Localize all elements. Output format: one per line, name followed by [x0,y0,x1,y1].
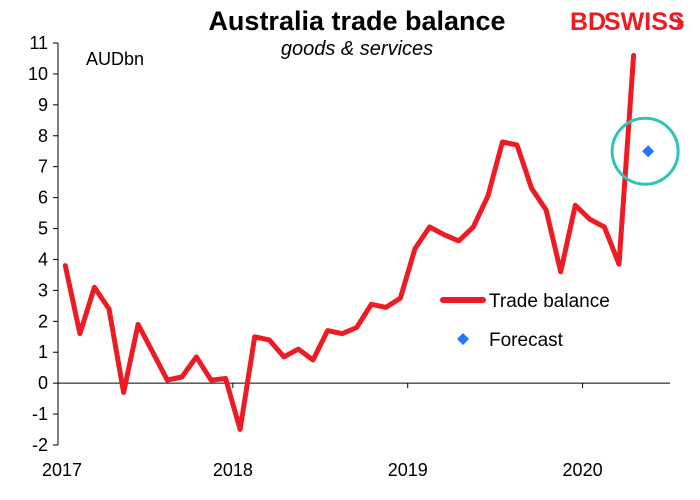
y-tick-label: 5 [38,219,48,239]
y-tick-label: 2 [38,311,48,331]
chart-title: Australia trade balance [208,6,505,36]
y-tick-label: 9 [38,95,48,115]
y-tick-label: 0 [38,373,48,393]
y-tick-label: 7 [38,157,48,177]
forecast-highlight-circle [610,116,680,186]
axes [57,43,670,445]
legend-swatch-forecast [457,333,469,345]
unit-label: AUDbn [86,49,144,69]
trade-balance-line [62,139,622,432]
forecast-point [642,145,655,158]
chart-subtitle: goods & services [281,38,433,60]
y-tick-label: 3 [38,280,48,300]
x-tick-label: 2019 [388,460,428,480]
logo-text-bd: BD [570,8,606,36]
x-tick-label: 2018 [213,460,253,480]
y-tick-label: 8 [38,126,48,146]
x-tick-label: 2017 [42,460,82,480]
y-tick-label: 1 [38,342,48,362]
logo-arrow-icon [675,14,684,30]
trade-balance-line-extension [616,52,637,267]
legend: Trade balance Forecast [440,291,610,351]
legend-label-trade-balance: Trade balance [489,291,610,312]
x-tick-label: 2020 [563,460,603,480]
series-layer [62,52,680,432]
y-tick-label: 10 [28,64,48,84]
y-tick-label: -1 [32,404,48,424]
legend-label-forecast: Forecast [489,330,564,351]
x-axis-ticks: 2017 2018 2019 2020 [42,383,603,480]
bdswiss-logo: BD SWISS [570,8,685,36]
y-tick-label: 6 [38,188,48,208]
y-tick-label: 4 [38,249,48,269]
y-tick-label: 11 [29,33,48,53]
y-tick-label: -2 [32,435,48,455]
logo-text-swiss: SWISS [604,8,685,36]
